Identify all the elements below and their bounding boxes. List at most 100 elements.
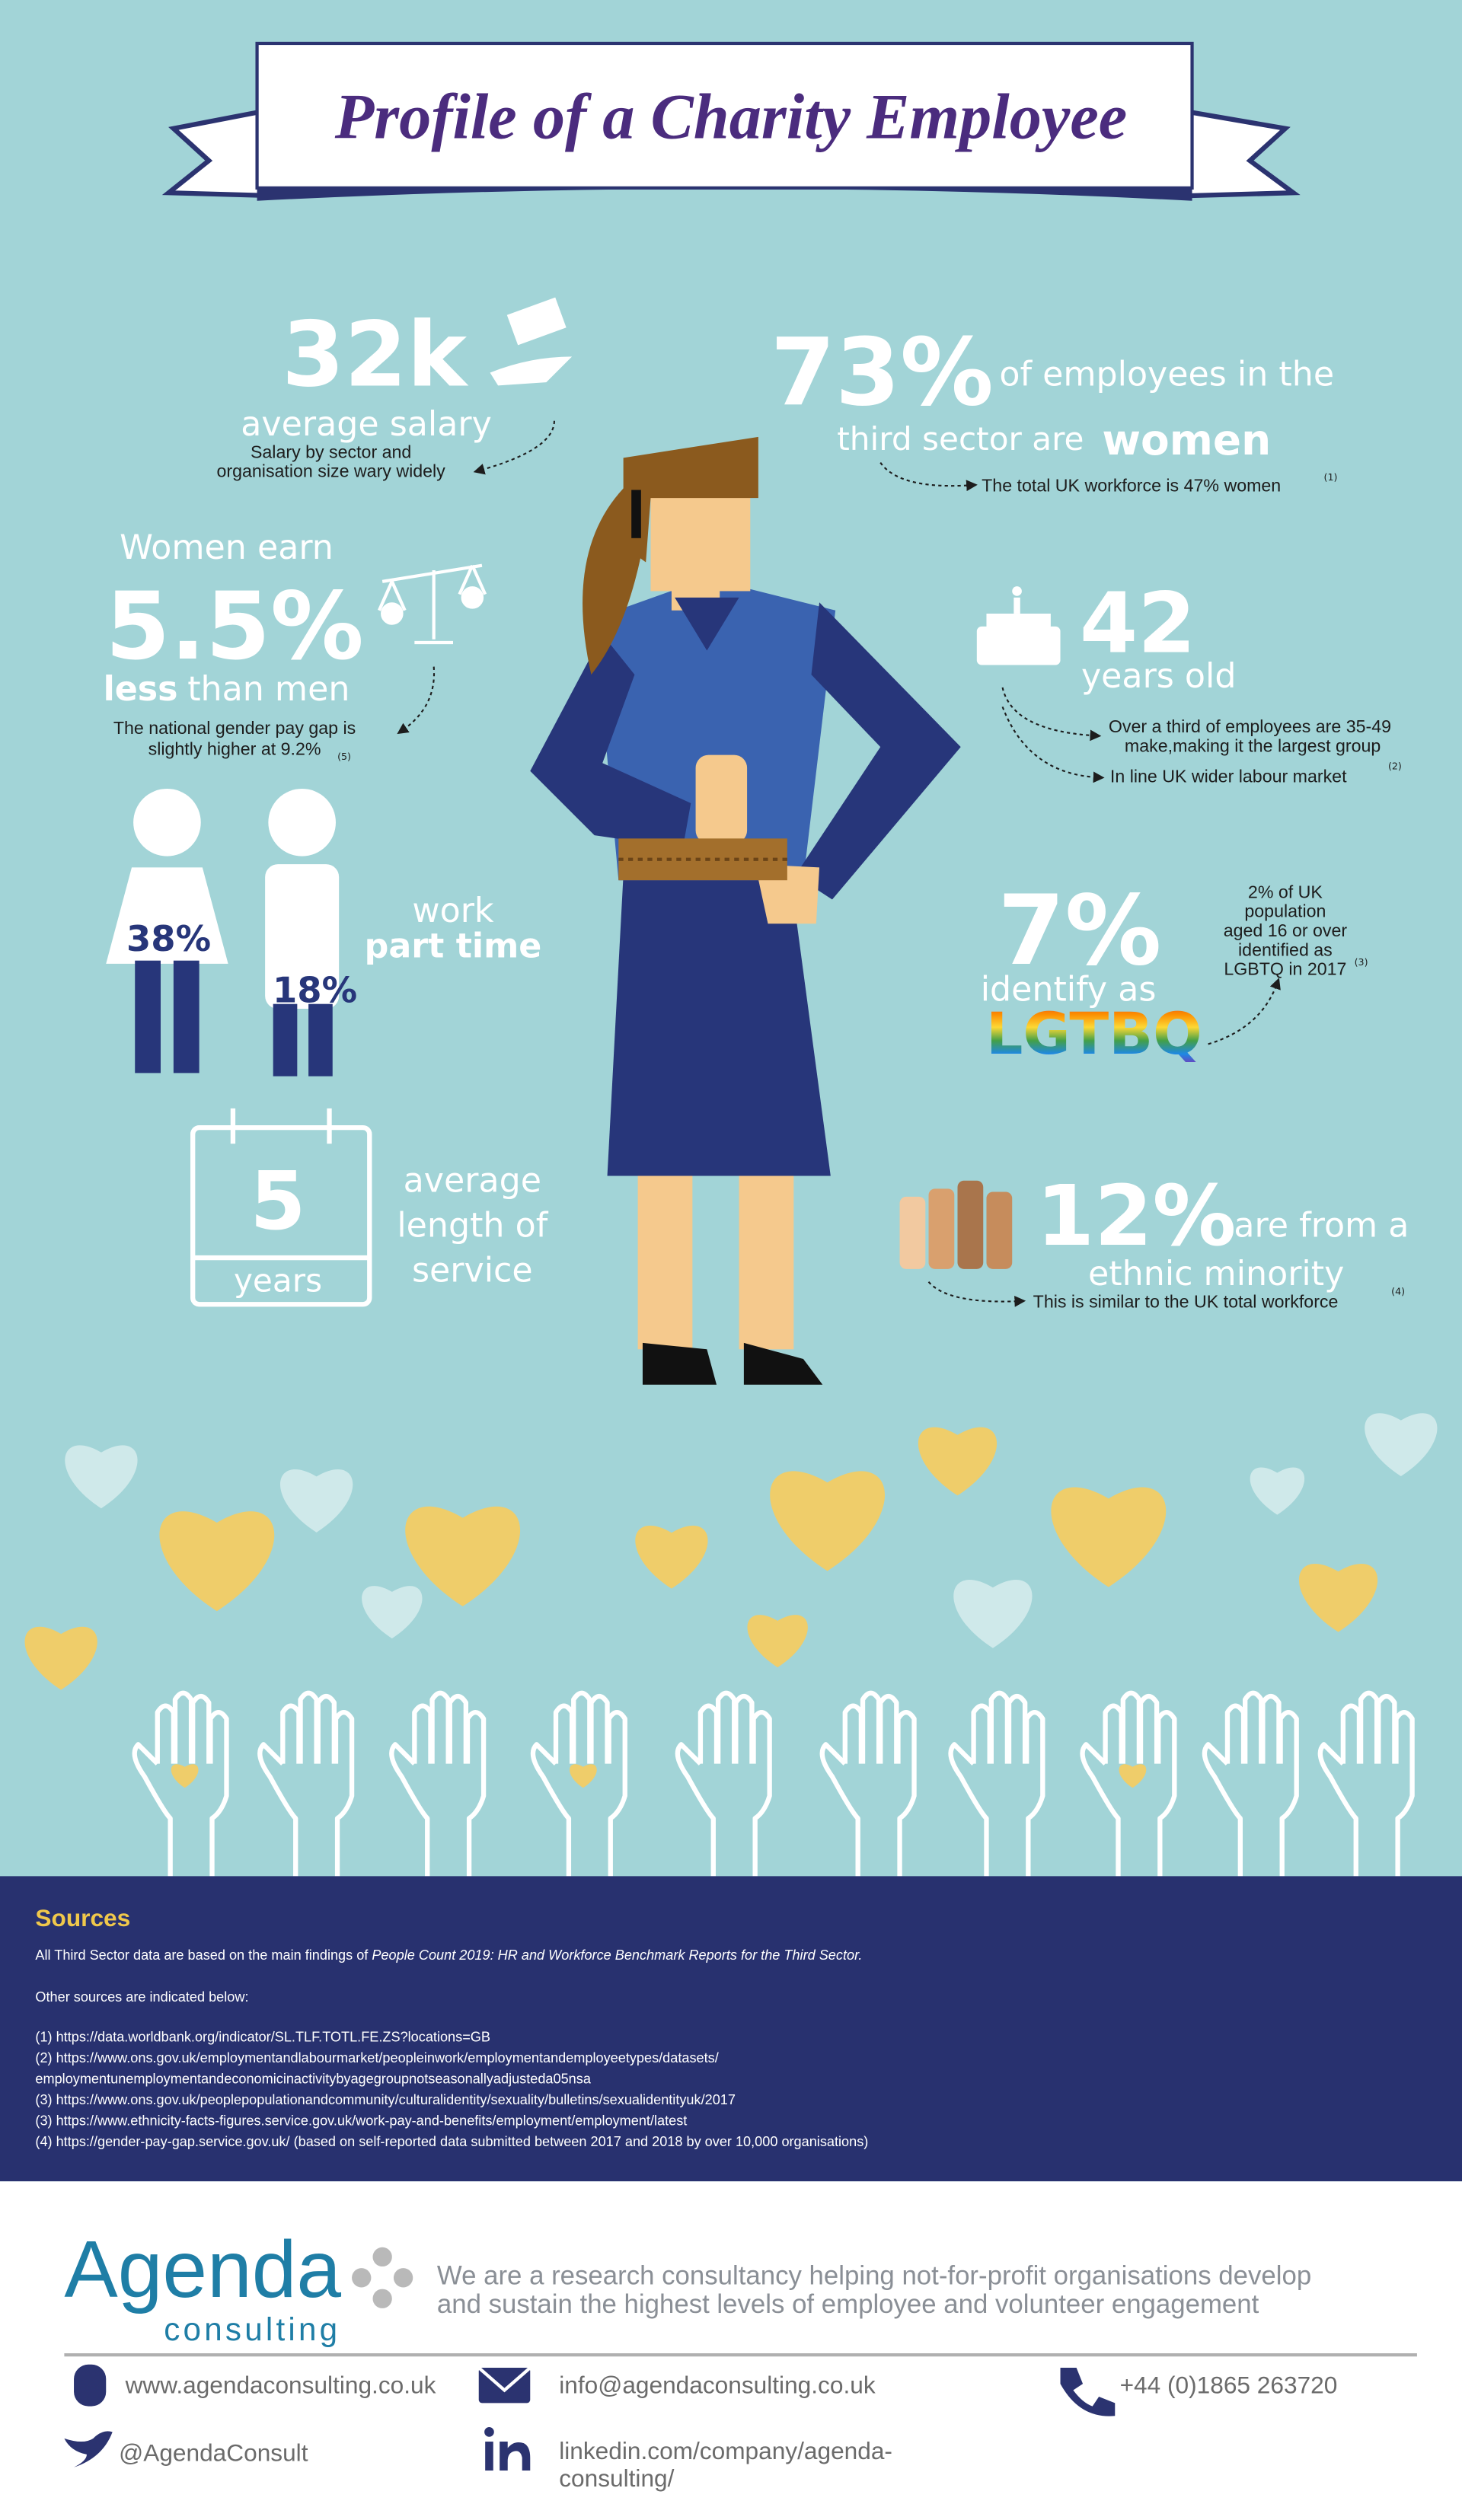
ref: (5) [337,751,351,762]
note-arrow [879,462,978,492]
lgbtq-note: 2% of UK [1248,882,1323,901]
scales-icon [378,563,487,645]
age-label: years old [1081,657,1237,696]
hand-heart [1119,1764,1147,1788]
email[interactable]: info@agendaconsulting.co.uk [559,2372,876,2399]
phone[interactable]: +44 (0)1865 263720 [1120,2372,1338,2399]
ethnic-label: are from a [1234,1207,1409,1246]
salary-note: Salary by sector and [251,442,411,461]
women-label: third sector are [837,420,1084,458]
heart [362,1586,423,1639]
heart [747,1615,808,1668]
footer-background [0,2181,1462,2520]
age-value: 42 [1080,575,1196,672]
ethnic-label: ethnic minority [1088,1255,1344,1293]
source-line: employmentunemploymentandeconomicinactiv… [35,2072,591,2087]
part-time-label: part time [365,927,542,965]
twitter[interactable]: @AgendaConsult [119,2439,308,2466]
ref: (2) [1388,761,1402,772]
age-note: In line UK wider labour market [1110,767,1347,786]
age-note: make,making it the largest group [1125,735,1381,755]
lgbtq-note: identified as [1238,939,1333,959]
men-part-time: 18% [273,970,357,1011]
note-arrow [397,666,436,735]
brand-sub: consulting [164,2311,340,2347]
source-line: (2) https://www.ons.gov.uk/employmentand… [35,2050,719,2065]
woman-figure [530,436,961,1385]
sources-report: People Count 2019: HR and Workforce Benc… [372,1947,862,1963]
heart [953,1580,1033,1648]
heart [1365,1413,1438,1476]
women-highlight: women [1102,416,1271,464]
hand [819,1690,917,1877]
hand [530,1690,627,1877]
lgbtq-label: identify as [981,970,1157,1009]
pay-label: less than men [104,670,350,709]
heart [65,1445,138,1509]
lgbtq-highlight: LGTBQ [986,1000,1202,1067]
brand: Agenda [64,2225,341,2314]
ref: (1) [1324,471,1338,483]
note-arrow [1001,706,1105,783]
website[interactable]: www.agendaconsulting.co.uk [125,2372,436,2399]
cake-icon [976,586,1061,665]
banner [161,41,1301,201]
women-note: The total UK workforce is 47% women [982,476,1281,496]
pay-intro: Women earn [120,528,334,567]
service-unit: years [234,1262,322,1299]
heart [1298,1563,1378,1632]
title: Profile of a Charity Employee [334,81,1127,152]
source-lines: (1) https://data.worldbank.org/indicator… [35,2030,868,2149]
heart [159,1511,275,1612]
heart [1250,1467,1305,1515]
sources-band [0,1876,1462,2182]
service-value: 5 [250,1154,305,1248]
calendar-icon [190,1108,372,1307]
lgbtq-note: LGBTQ in 2017 [1224,959,1346,979]
hand [948,1690,1045,1877]
note-arrow [927,1281,1026,1307]
lgbtq-value: 7% [998,874,1161,987]
raised-hands-icon [899,1180,1013,1269]
people-icons [106,788,340,1077]
linkedin[interactable]: consulting/ [559,2464,674,2492]
contact-icons [64,2364,1116,2471]
hand [1080,1690,1177,1877]
hand-heart [171,1764,199,1788]
ethnic-value: 12% [1036,1167,1237,1265]
linkedin[interactable]: linkedin.com/company/agenda- [559,2437,892,2464]
hand-heart [570,1764,597,1788]
pay-label-text: than men [187,670,350,709]
pay-value: 5.5% [105,572,363,681]
hand [1202,1690,1299,1877]
women-label: of employees in the [999,355,1334,394]
ref: (4) [1391,1286,1405,1297]
age-note: Over a third of employees are 35-49 [1109,716,1391,736]
sources-title: Sources [35,1904,130,1931]
service-label: service [412,1252,533,1290]
heart [635,1525,708,1589]
source-line: (3) https://www.ons.gov.uk/peoplepopulat… [35,2092,736,2107]
heart [405,1506,521,1606]
tagline: and sustain the highest levels of employ… [437,2289,1259,2319]
hands [132,1690,1415,1877]
sources-other: Other sources are indicated below: [35,1989,248,2005]
sources-intro: All Third Sector data are based on the m… [35,1947,862,1963]
sources-intro-text: All Third Sector data are based on the m… [35,1947,372,1963]
hand [1317,1690,1415,1877]
pay-note: slightly higher at 9.2% [148,739,321,759]
ref: (3) [1355,956,1368,968]
heart [24,1626,97,1690]
heart [770,1471,886,1571]
women-part-time: 38% [126,918,211,959]
women-value: 73% [771,318,994,427]
hand [132,1690,229,1877]
note-arrow [1208,978,1281,1045]
hearts [24,1413,1438,1690]
money-hand-icon [490,297,573,386]
brand-dots [352,2247,413,2308]
salary-label: average salary [241,405,492,444]
